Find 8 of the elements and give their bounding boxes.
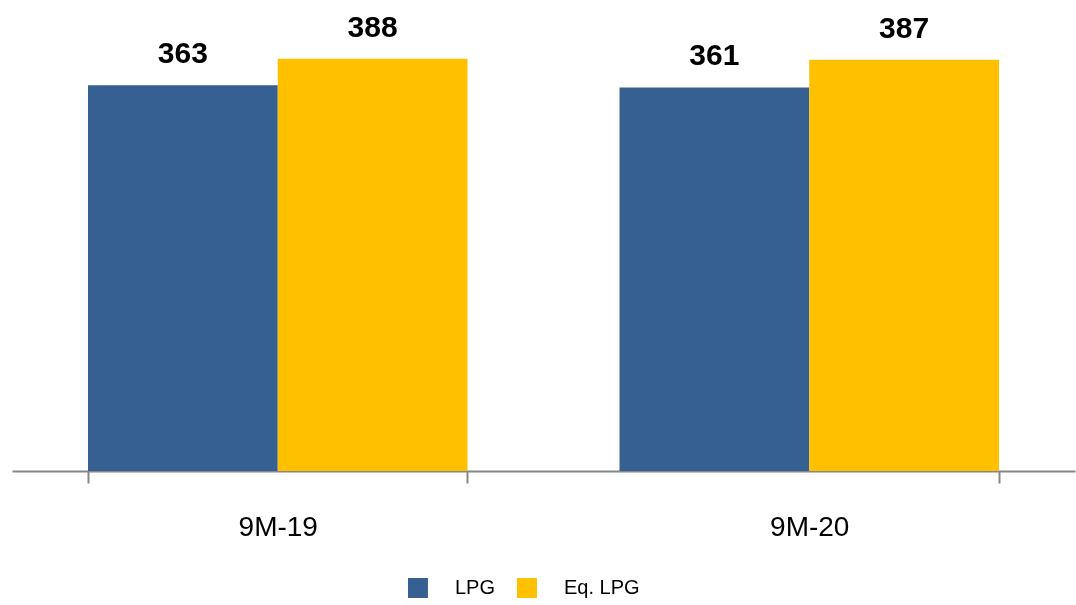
x-tick-label: 9M-20 <box>770 510 850 542</box>
legend-label: LPG <box>454 576 495 598</box>
data-label: 361 <box>689 38 740 72</box>
data-label: 387 <box>879 10 930 44</box>
legend-label: Eq. LPG <box>563 576 640 598</box>
data-label: 388 <box>347 9 398 43</box>
data-label: 363 <box>157 36 208 70</box>
x-tick-label: 9M-19 <box>238 510 318 542</box>
